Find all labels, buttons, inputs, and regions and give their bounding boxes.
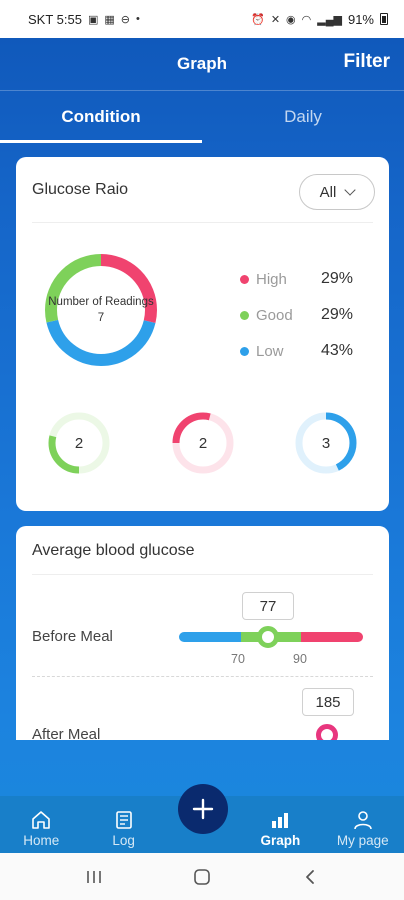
before-meal-value-bubble: 77 [242, 592, 294, 620]
donut-center-label: Number of Readings [48, 296, 154, 308]
legend-item-low: Low 43% [240, 333, 380, 369]
low-count-ring: 3 [294, 411, 358, 475]
alarm-icon: ⏰ [251, 13, 265, 26]
donut-svg [45, 254, 157, 366]
good-dot-icon [240, 310, 249, 320]
ring-progress [295, 412, 357, 474]
range-low-segment [179, 632, 241, 642]
average-glucose-title: Average blood glucose [32, 542, 195, 559]
low-count: 3 [321, 434, 331, 452]
header-divider [0, 90, 404, 91]
legend-item-high: High 29% [240, 261, 380, 297]
filter-button[interactable]: Filter [343, 51, 390, 72]
legend-label: High [256, 270, 287, 288]
legend-item-good: Good 29% [240, 297, 380, 333]
donut-center: Number of Readings 7 [40, 249, 162, 371]
glucose-ratio-card: Glucose Raio All Number of Readings 7 Hi… [16, 157, 389, 511]
glucose-ratio-title: Glucose Raio [32, 181, 129, 198]
card-divider [32, 222, 373, 223]
low-dot-icon [240, 346, 249, 356]
page-title: Graph [176, 54, 228, 73]
back-chevron-icon [306, 869, 314, 884]
nav-my-page-label: My page [336, 833, 389, 848]
legend-percent: 43% [321, 342, 354, 359]
back-button[interactable] [290, 862, 330, 892]
mute-icon: ✕ [270, 13, 281, 26]
ratio-legend: High 29% Good 29% Low 43% [240, 261, 380, 369]
legend-label: Low [256, 342, 284, 360]
after-meal-label: After Meal [32, 726, 101, 740]
tab-condition[interactable]: Condition [0, 91, 202, 143]
range-dropdown-value: All [319, 183, 337, 201]
legend-label: Good [256, 306, 293, 324]
nav-graph-label: Graph [260, 833, 301, 848]
good-count-ring: 2 [47, 411, 111, 475]
tab-bar: Condition Daily [0, 91, 404, 143]
readings-donut-chart: Number of Readings 7 [40, 249, 162, 371]
location-icon: ◉ [286, 13, 296, 26]
plus-icon [192, 798, 214, 820]
signal-icon: ▂▄▆ [317, 13, 342, 26]
nav-log-label: Log [112, 833, 135, 848]
good-count: 2 [74, 434, 84, 452]
card-divider [32, 574, 373, 575]
carrier-time: SKT 5:55 [28, 11, 82, 27]
nav-graph[interactable]: Graph [239, 810, 321, 848]
system-nav-bar [0, 853, 404, 900]
home-system-button[interactable] [182, 862, 222, 892]
range-dropdown[interactable]: All [299, 174, 375, 210]
chevron-down-icon [344, 184, 356, 196]
high-threshold-tick: 90 [293, 652, 307, 666]
donut-segment-good [45, 254, 157, 366]
donut-segment-low [45, 254, 157, 366]
person-icon [353, 811, 372, 830]
range-high-segment [301, 632, 363, 642]
nav-home[interactable]: Home [0, 810, 82, 848]
status-bar: SKT 5:55 ▣ ▦ ⊖ • ⏰ ✕ ◉ ◠ ▂▄▆ 91% [0, 0, 404, 38]
app-header: Graph Filter [0, 38, 404, 90]
before-meal-label: Before Meal [32, 628, 113, 645]
ring-progress [172, 412, 234, 474]
nav-log[interactable]: Log [82, 810, 164, 848]
home-icon [32, 811, 51, 829]
graph-icon [272, 813, 289, 828]
add-record-button[interactable] [178, 784, 228, 834]
grid-icon: ▦ [104, 13, 115, 26]
dot-icon: • [136, 13, 140, 25]
donut-center-value: 7 [97, 312, 105, 324]
average-glucose-card: Average blood glucose 77 Before Meal 70 … [16, 526, 389, 740]
block-icon: ⊖ [120, 13, 130, 26]
after-meal-value-bubble: 185 [302, 688, 354, 716]
high-dot-icon [240, 274, 249, 284]
legend-percent: 29% [321, 306, 354, 323]
ring-svg [295, 412, 357, 474]
battery-percent: 91% [347, 11, 374, 27]
ring-svg [172, 412, 234, 474]
recent-apps-button[interactable] [74, 862, 114, 892]
legend-percent: 29% [321, 270, 354, 287]
nav-home-label: Home [23, 833, 60, 848]
tab-daily[interactable]: Daily [284, 107, 322, 126]
ring-svg [48, 412, 110, 474]
high-count: 2 [198, 434, 208, 452]
log-icon [115, 811, 132, 829]
wifi-icon: ◠ [301, 13, 312, 26]
high-count-ring: 2 [171, 411, 235, 475]
row-separator [32, 676, 373, 677]
home-square-icon [194, 868, 210, 885]
gallery-icon: ▣ [87, 13, 99, 26]
battery-icon [380, 13, 388, 25]
ring-progress [48, 412, 110, 474]
recent-apps-icon [87, 870, 101, 883]
low-threshold-tick: 70 [231, 652, 245, 666]
before-meal-slider-thumb[interactable] [257, 626, 279, 648]
nav-my-page[interactable]: My page [322, 810, 404, 848]
after-meal-slider-thumb[interactable] [316, 724, 338, 740]
